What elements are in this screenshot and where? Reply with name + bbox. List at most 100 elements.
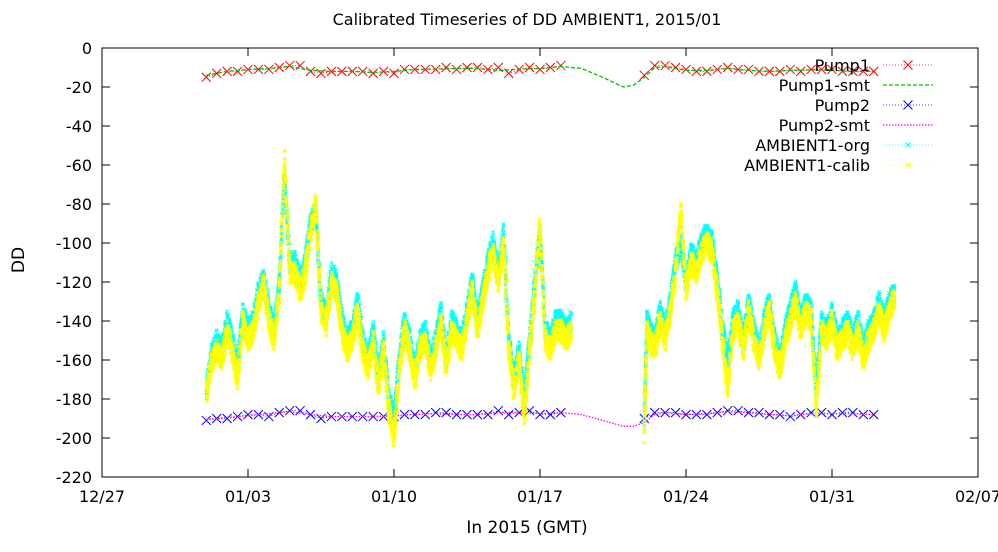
data-point-cluster (298, 261, 308, 302)
data-point (702, 409, 712, 420)
series-pump2-smt (206, 411, 874, 427)
y-tick-label: -180 (56, 390, 92, 409)
y-axis-title: DD (9, 247, 29, 273)
data-point-cluster (887, 289, 897, 321)
data-point (378, 66, 389, 77)
legend-marker (903, 100, 913, 110)
data-point (451, 64, 462, 75)
data-point (806, 64, 816, 75)
data-point (785, 411, 796, 422)
data-point-cluster (715, 288, 725, 351)
data-point-cluster (282, 149, 292, 276)
data-point (201, 415, 212, 426)
data-point (848, 66, 858, 77)
data-point (722, 405, 733, 416)
data-point (472, 62, 483, 73)
data-point-cluster (365, 329, 376, 382)
y-tick-label: -20 (66, 78, 92, 97)
series-layer (201, 60, 897, 448)
data-point (389, 68, 399, 79)
series-line (206, 411, 874, 427)
data-point (399, 64, 410, 75)
data-point (733, 64, 743, 75)
data-point (775, 66, 785, 77)
legend-marker (903, 60, 913, 70)
y-tick-label: -220 (56, 468, 92, 487)
data-point (535, 409, 545, 420)
x-tick-label: 01/10 (371, 487, 417, 506)
legend-marker (905, 162, 911, 168)
data-point (284, 60, 295, 71)
data-point-cluster (219, 325, 230, 367)
data-point (754, 407, 764, 418)
data-point-cluster (397, 326, 407, 377)
data-point (305, 66, 316, 77)
data-point (837, 407, 848, 418)
y-tick-label: -80 (66, 195, 92, 214)
series-line (206, 65, 874, 88)
data-point (545, 409, 556, 420)
y-tick-label: -60 (66, 156, 92, 175)
data-point (743, 64, 754, 75)
y-tick-label: -120 (56, 273, 92, 292)
data-point (493, 405, 504, 416)
data-point-cluster (814, 326, 824, 420)
data-point (681, 64, 691, 75)
data-point (764, 409, 775, 420)
data-point (347, 411, 358, 422)
data-point-cluster (465, 279, 475, 333)
legend-label: Pump2 (815, 96, 870, 115)
data-point (764, 66, 775, 77)
data-point-cluster (527, 283, 537, 361)
data-point-cluster (418, 330, 428, 360)
data-point (305, 409, 316, 420)
data-point (660, 60, 670, 71)
legend-label: Pump1-smt (779, 76, 870, 95)
data-point (639, 413, 650, 424)
legend-label: AMBIENT1-calib (744, 156, 870, 175)
data-point (827, 64, 837, 75)
data-point (649, 407, 660, 418)
data-point (733, 405, 743, 416)
data-point (743, 407, 754, 418)
data-point (795, 66, 806, 77)
data-point (368, 411, 378, 422)
series-pump1-smt (206, 65, 874, 88)
data-point (222, 413, 232, 424)
data-point-cluster (501, 245, 511, 354)
data-point (211, 68, 222, 79)
data-point (253, 64, 264, 75)
data-point-cluster (334, 283, 344, 334)
x-tick-label: 01/24 (663, 487, 709, 506)
x-axis-title: In 2015 (GMT) (466, 518, 587, 538)
data-point (430, 407, 441, 418)
legend-label: Pump2-smt (779, 116, 870, 135)
data-point (483, 409, 493, 420)
axes: 0 -20 -40 -60 -80 -100 -120 -140 -160 -180 -200 -22… (56, 39, 998, 506)
data-point-cluster (392, 366, 402, 443)
y-tick-label: -200 (56, 429, 92, 448)
data-point (848, 407, 858, 418)
data-point-cluster (209, 342, 219, 374)
data-point (827, 409, 837, 420)
data-point (451, 409, 462, 420)
data-point (284, 405, 295, 416)
data-point (816, 64, 827, 75)
data-point (535, 64, 545, 75)
y-tick-label: -160 (56, 351, 92, 370)
legend-label: Pump1 (815, 56, 870, 75)
data-point (368, 68, 378, 79)
data-point-cluster (704, 231, 714, 264)
data-point-cluster (809, 309, 819, 410)
legend-label: AMBIENT1-org (755, 136, 870, 155)
data-point (785, 64, 796, 75)
data-point (649, 60, 660, 71)
data-point (441, 407, 451, 418)
data-point-cluster (491, 242, 501, 292)
data-point (691, 66, 702, 77)
data-point (410, 409, 420, 420)
data-point (420, 64, 431, 75)
data-point-cluster (204, 352, 214, 404)
x-tick-label: 01/03 (225, 487, 271, 506)
